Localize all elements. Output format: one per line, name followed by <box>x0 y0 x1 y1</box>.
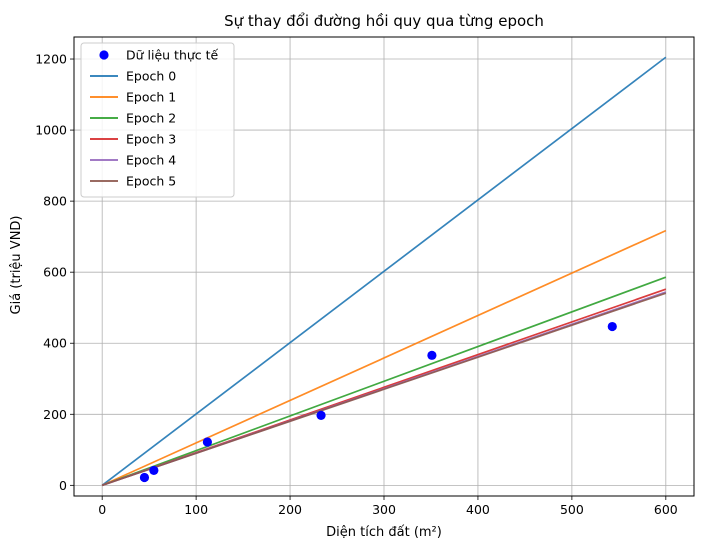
y-tick-label: 400 <box>43 336 67 351</box>
legend-label-epoch-3: Epoch 3 <box>126 132 176 147</box>
x-tick-label: 300 <box>372 502 396 517</box>
x-axis-ticks: 0 100 200 300 400 500 600 <box>98 496 678 517</box>
y-tick-label: 1200 <box>35 52 67 67</box>
regression-lines <box>101 56 667 487</box>
legend-label-epoch-2: Epoch 2 <box>126 111 176 126</box>
legend-box <box>80 42 235 198</box>
y-tick-label: 0 <box>59 478 67 493</box>
x-tick-label: 0 <box>98 502 106 517</box>
data-point <box>139 472 150 483</box>
chart-title: Sự thay đổi đường hồi quy qua từng epoch <box>224 12 544 30</box>
legend-label-epoch-5: Epoch 5 <box>126 174 176 189</box>
grid <box>74 37 694 496</box>
legend-marker-data <box>99 50 109 60</box>
x-tick-label: 400 <box>466 502 490 517</box>
x-axis-label: Diện tích đất (m²) <box>326 525 442 540</box>
data-point <box>149 465 159 476</box>
y-axis-label: Giá (triệu VND) <box>9 216 24 315</box>
data-points <box>139 321 617 483</box>
x-tick-label: 500 <box>560 502 584 517</box>
legend-label-epoch-4: Epoch 4 <box>126 153 176 168</box>
y-tick-label: 200 <box>43 407 67 422</box>
y-tick-label: 600 <box>43 265 67 280</box>
legend: Dữ liệu thực tế Epoch 0 Epoch 1 Epoch 2 Epoc… <box>80 42 235 198</box>
legend-label-epoch-0: Epoch 0 <box>126 69 176 84</box>
y-axis-ticks: 0 200 400 600 800 1000 1200 <box>35 52 74 493</box>
series-line-epoch-2 <box>101 276 667 487</box>
data-point <box>202 437 212 447</box>
x-tick-label: 200 <box>278 502 302 517</box>
data-point <box>316 410 326 420</box>
series-line-epoch-0 <box>101 56 667 487</box>
y-tick-label: 800 <box>43 194 67 209</box>
x-tick-label: 100 <box>184 502 208 517</box>
data-point <box>427 350 437 360</box>
y-tick-label: 1000 <box>35 123 67 138</box>
series-line-epoch-1 <box>101 229 667 487</box>
series-line-epoch-5 <box>101 292 667 487</box>
x-tick-label: 600 <box>654 502 678 517</box>
legend-label-epoch-1: Epoch 1 <box>126 90 176 105</box>
data-point <box>607 321 617 332</box>
legend-label-data: Dữ liệu thực tế <box>126 48 219 63</box>
